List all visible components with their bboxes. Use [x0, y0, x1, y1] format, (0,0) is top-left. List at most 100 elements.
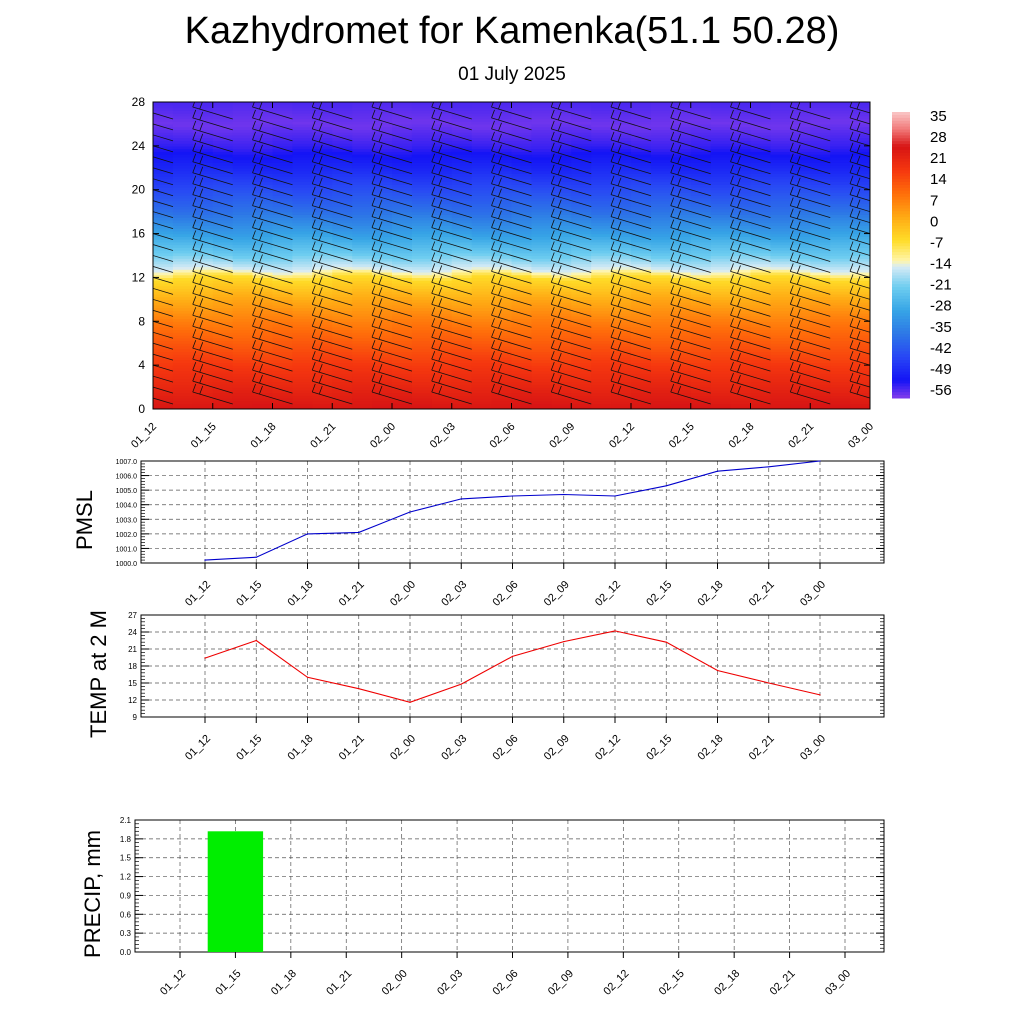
heatmap-cell	[551, 258, 572, 262]
heatmap-cell	[411, 260, 433, 265]
heatmap-cell	[212, 263, 234, 268]
heatmap-cell	[670, 173, 692, 177]
heatmap-cell	[611, 159, 632, 163]
heatmap-cell	[372, 225, 393, 229]
heatmap-cell	[690, 345, 712, 350]
heatmap-cell	[511, 263, 533, 268]
heatmap-cell	[292, 282, 313, 287]
heatmap-cell	[511, 274, 533, 279]
wind-barb	[550, 109, 592, 131]
heatmap-cell	[172, 145, 194, 150]
heatmap-cell	[312, 263, 333, 268]
heatmap-cell	[631, 406, 652, 409]
heatmap-cell	[332, 134, 353, 139]
heatmap-cell	[551, 266, 572, 270]
heatmap-cell	[372, 280, 393, 284]
heatmap-cell	[790, 326, 811, 331]
wind-barb	[252, 361, 293, 383]
heatmap-cell	[730, 280, 752, 284]
heatmap-cell	[252, 126, 274, 131]
heatmap-cell	[511, 123, 533, 128]
wind-barb	[311, 164, 353, 186]
heatmap-cell	[272, 334, 294, 339]
heatmap-cell	[192, 307, 214, 311]
heatmap-cell	[790, 348, 811, 353]
y-tick-label: 0	[138, 402, 145, 416]
heatmap-cell	[670, 403, 692, 407]
wind-barb	[311, 142, 353, 164]
heatmap-cell	[232, 389, 254, 394]
colorbar-band	[892, 325, 910, 329]
wind-barb	[610, 197, 652, 219]
heatmap-cell	[730, 145, 752, 150]
heatmap-cell	[232, 288, 254, 292]
heatmap-cell	[790, 217, 811, 221]
heatmap-cell	[392, 354, 413, 358]
colorbar-band	[892, 360, 910, 364]
heatmap-cell	[511, 373, 533, 377]
heatmap-cell	[232, 252, 254, 257]
heatmap-cell	[192, 167, 214, 172]
heatmap-cell	[670, 398, 692, 402]
heatmap-cell	[471, 354, 493, 358]
heatmap-cell	[611, 326, 632, 331]
heatmap-cell	[770, 277, 791, 281]
heatmap-cell	[830, 307, 851, 311]
wind-barb	[789, 230, 831, 251]
heatmap-cell	[591, 107, 612, 111]
wind-barb	[192, 372, 233, 394]
heatmap-cell	[292, 296, 313, 300]
heatmap-cell	[431, 225, 453, 229]
heatmap-cell	[212, 291, 234, 295]
heatmap-cell	[372, 186, 393, 191]
heatmap-cell	[591, 184, 612, 188]
wind-barb	[371, 361, 413, 383]
heatmap-cell	[790, 392, 811, 396]
heatmap-cell	[511, 395, 533, 399]
heatmap-cell	[411, 148, 433, 152]
heatmap-cell	[591, 208, 612, 213]
wind-barb	[730, 109, 771, 131]
heatmap-cell	[431, 203, 453, 207]
heatmap-cell	[551, 384, 572, 388]
heatmap-cell	[571, 285, 592, 289]
heatmap-cell	[352, 159, 373, 163]
heatmap-cell	[750, 392, 772, 396]
heatmap-cell	[292, 378, 313, 383]
heatmap-cell	[392, 266, 413, 270]
heatmap-cell	[332, 280, 353, 284]
heatmap-cell	[411, 102, 433, 106]
heatmap-cell	[511, 392, 533, 396]
heatmap-cell	[511, 280, 533, 284]
heatmap-cell	[850, 189, 870, 194]
heatmap-cell	[850, 381, 870, 385]
heatmap-cell	[810, 348, 831, 353]
heatmap-cell	[770, 403, 791, 407]
heatmap-cell	[332, 403, 353, 407]
heatmap-cell	[212, 288, 234, 292]
heatmap-cell	[591, 192, 612, 196]
heatmap-cell	[312, 288, 333, 292]
heatmap-cell	[332, 398, 353, 402]
wind-barb	[610, 109, 652, 131]
wind-barb	[252, 340, 293, 361]
heatmap-cell	[153, 285, 174, 289]
heatmap-cell	[392, 104, 413, 109]
wind-barb	[431, 307, 472, 328]
heatmap-cell	[491, 241, 513, 246]
heatmap-cell	[411, 159, 433, 163]
wind-barb	[789, 351, 831, 372]
heatmap-cell	[611, 206, 632, 210]
wind-barb	[192, 219, 233, 240]
heatmap-cell	[232, 321, 254, 325]
heatmap-cell	[690, 378, 712, 383]
heatmap-cell	[631, 129, 652, 133]
heatmap-cell	[252, 203, 274, 207]
heatmap-cell	[551, 192, 572, 196]
y-axis-label: TEMP at 2 M	[86, 610, 111, 738]
x-tick-label: 01_12	[183, 733, 213, 763]
heatmap-cell	[431, 145, 453, 150]
heatmap-cell	[830, 395, 851, 399]
heatmap-cell	[790, 307, 811, 311]
heatmap-cell	[531, 406, 552, 409]
